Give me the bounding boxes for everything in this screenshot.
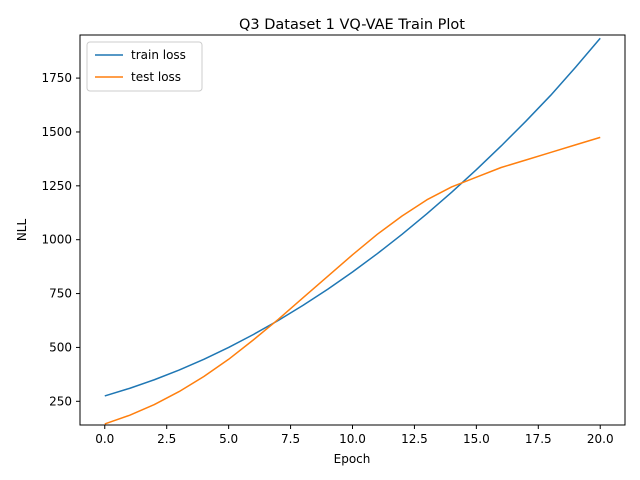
y-tick-label: 1750 — [41, 71, 72, 85]
x-tick-label: 5.0 — [219, 432, 238, 446]
y-tick-label: 250 — [49, 394, 72, 408]
y-tick-label: 750 — [49, 287, 72, 301]
y-axis: 250 500 750 1000 1250 1500 1750 — [41, 71, 80, 408]
x-axis: 0.0 2.5 5.0 7.5 10.0 12.5 15.0 17.5 20.0 — [95, 425, 614, 446]
plot-frame — [79, 34, 626, 426]
y-tick-label: 1500 — [41, 125, 72, 139]
y-axis-label: NLL — [15, 219, 29, 242]
x-tick-label: 0.0 — [95, 432, 114, 446]
x-tick-label: 15.0 — [463, 432, 490, 446]
x-axis-label: Epoch — [334, 452, 371, 466]
x-tick-label: 20.0 — [587, 432, 614, 446]
x-tick-label: 17.5 — [525, 432, 552, 446]
y-tick-label: 1000 — [41, 233, 72, 247]
x-tick-label: 2.5 — [157, 432, 176, 446]
chart-title: Q3 Dataset 1 VQ-VAE Train Plot — [239, 17, 465, 33]
y-tick-label: 1250 — [41, 179, 72, 193]
series-line-train-loss — [104, 37, 601, 397]
plot-layer — [104, 37, 601, 425]
legend-entry-label: train loss — [131, 48, 186, 62]
y-tick-label: 500 — [49, 340, 72, 354]
legend-entry-label: test loss — [131, 70, 181, 84]
series-line-test-loss — [104, 136, 601, 425]
x-tick-label: 12.5 — [401, 432, 428, 446]
x-tick-label: 7.5 — [281, 432, 300, 446]
x-tick-label: 10.0 — [339, 432, 366, 446]
legend: train loss test loss — [86, 41, 203, 92]
